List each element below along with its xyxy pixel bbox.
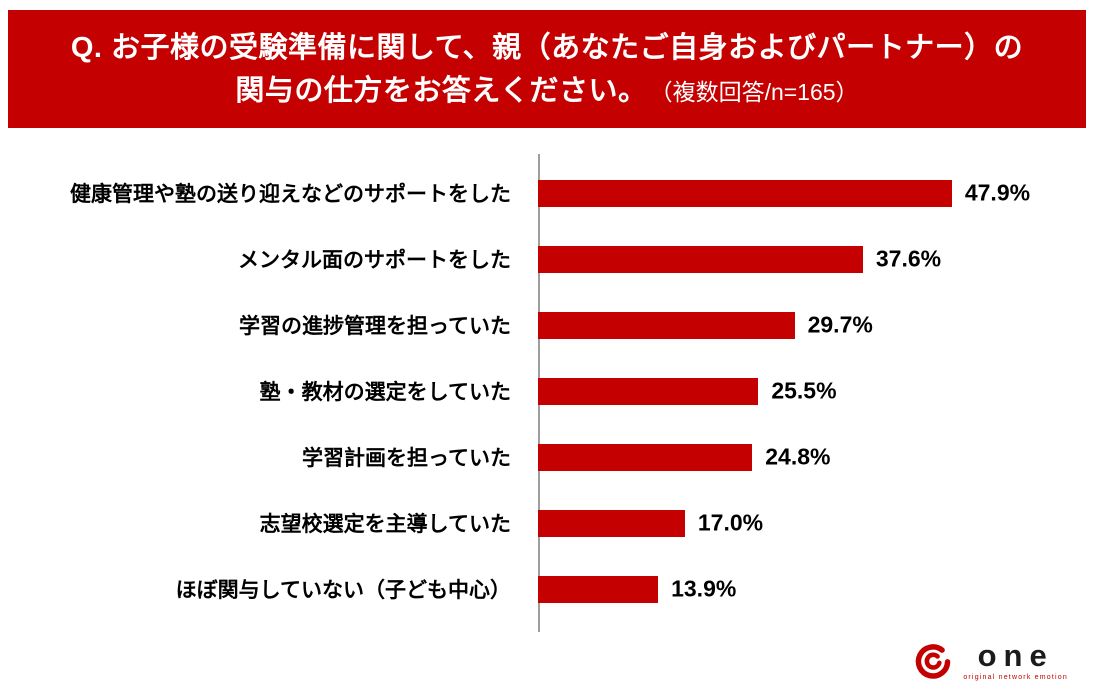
bar-track: 25.5% — [538, 377, 970, 405]
value-label: 24.8% — [765, 443, 831, 470]
bar — [538, 245, 863, 273]
chart-row: 学習の進捗管理を担っていた 29.7% — [0, 292, 1094, 358]
bar-track: 29.7% — [538, 311, 970, 339]
chart-row: メンタル面のサポートをした 37.6% — [0, 226, 1094, 292]
question-sample-note: （複数回答/n=165） — [649, 79, 859, 106]
value-label: 13.9% — [671, 575, 737, 602]
logo-text-block: one original network emotion — [963, 640, 1068, 681]
bar-track: 37.6% — [538, 245, 970, 273]
question-banner: Q. お子様の受験準備に関して、親（あなたご自身およびパートナー）の 関与の仕方… — [8, 10, 1086, 128]
logo-tagline: original network emotion — [963, 674, 1068, 681]
chart-row: 健康管理や塾の送り迎えなどのサポートをした 47.9% — [0, 160, 1094, 226]
chart-row: 塾・教材の選定をしていた 25.5% — [0, 358, 1094, 424]
bar-track: 17.0% — [538, 509, 970, 537]
category-label: 志望校選定を主導していた — [259, 513, 511, 536]
bar-track: 24.8% — [538, 443, 970, 471]
question-line1: Q. お子様の受験準備に関して、親（あなたご自身およびパートナー）の — [70, 31, 1024, 64]
bar-track: 13.9% — [538, 575, 970, 603]
category-label: 学習の進捗管理を担っていた — [239, 315, 511, 338]
chart-row: 志望校選定を主導していた 17.0% — [0, 490, 1094, 556]
category-label: メンタル面のサポートをした — [238, 249, 511, 272]
bar — [538, 575, 659, 603]
question-line2: 関与の仕方をお答えください。 （複数回答/n=165） — [235, 70, 858, 112]
category-label: 塾・教材の選定をしていた — [259, 381, 511, 404]
category-label: 健康管理や塾の送り迎えなどのサポートをした — [70, 183, 511, 206]
value-label: 17.0% — [697, 509, 764, 536]
spiral-logo-icon — [916, 643, 951, 679]
bar — [538, 509, 685, 537]
chart-rows: 健康管理や塾の送り迎えなどのサポートをした 47.9% メンタル面のサポートをした 3… — [0, 154, 1094, 632]
one-logo: one original network emotion — [913, 640, 1068, 681]
bar-track: 47.9% — [538, 179, 1030, 207]
question-line2-main: 関与の仕方をお答えください。 — [235, 75, 648, 108]
bar — [538, 179, 952, 207]
bar — [538, 311, 795, 339]
chart-row: ほぼ関与していない（子ども中心） 13.9% — [0, 556, 1094, 622]
logo-wordmark: one — [977, 638, 1054, 673]
bar — [538, 377, 759, 405]
chart-row: 学習計画を担っていた 24.8% — [0, 424, 1094, 490]
value-label: 47.9% — [964, 179, 1031, 206]
category-label: ほぼ関与していない（子ども中心） — [175, 579, 511, 602]
value-label: 37.6% — [875, 245, 942, 272]
bar-chart: 健康管理や塾の送り迎えなどのサポートをした 47.9% メンタル面のサポートをした 3… — [0, 154, 1094, 632]
value-label: 25.5% — [771, 377, 837, 404]
bar — [538, 443, 753, 471]
category-label: 学習計画を担っていた — [302, 447, 511, 470]
value-label: 29.7% — [807, 311, 873, 338]
